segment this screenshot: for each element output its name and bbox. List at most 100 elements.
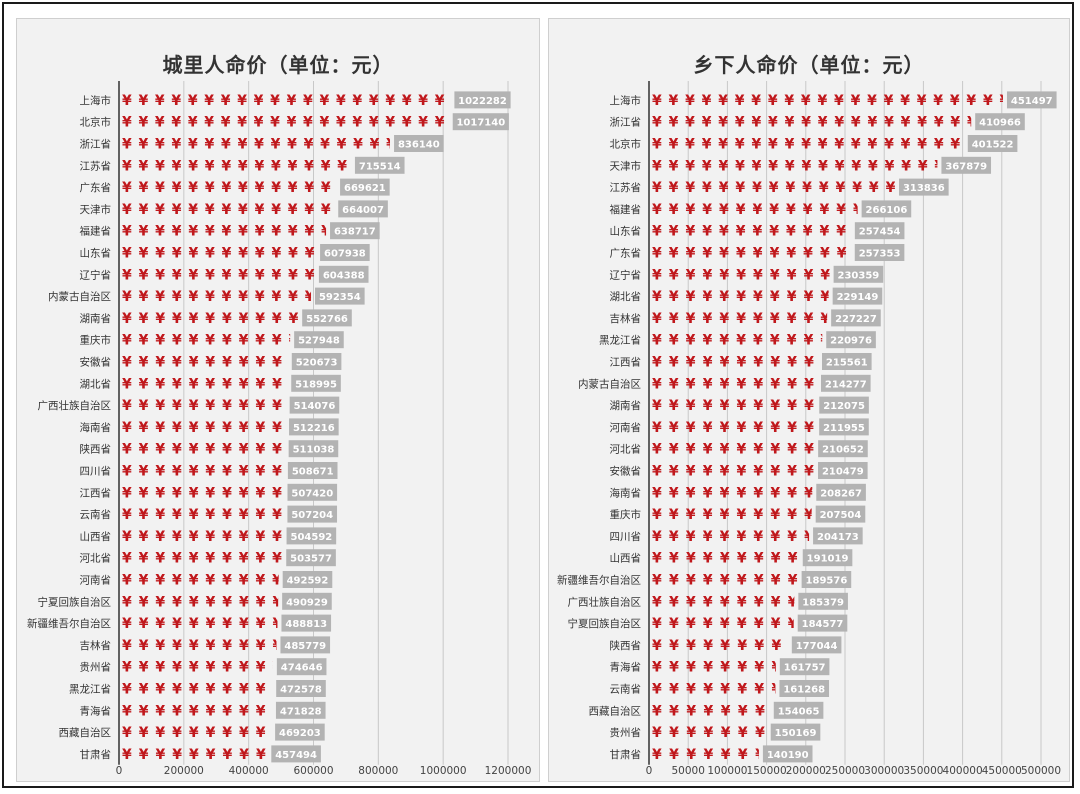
- x-tick-label: 200000: [786, 765, 826, 777]
- bar-symbols: ¥¥¥¥¥¥¥¥¥¥¥¥¥¥: [652, 224, 880, 240]
- category-label: 山东省: [80, 247, 112, 260]
- value-label-box: [318, 265, 369, 283]
- value-label-box: [816, 483, 866, 501]
- value-label-box: [802, 549, 853, 567]
- bar-symbols: ¥¥¥¥¥¥¥¥¥¥¥¥¥¥¥¥¥¥¥¥¥¥¥: [652, 93, 1026, 109]
- bar-symbols: ¥¥¥¥¥¥¥¥: [652, 747, 782, 763]
- bar: ¥¥¥¥¥¥¥¥¥¥¥: [652, 398, 815, 414]
- value-label-box: [819, 396, 869, 414]
- value-label-box: [291, 374, 341, 392]
- value-label: 410966: [979, 118, 1021, 129]
- x-tick-label: 350000: [903, 765, 943, 777]
- bar: ¥¥¥¥¥¥¥¥¥¥¥¥¥¥¥¥¥: [122, 311, 298, 327]
- bar: ¥¥¥¥¥¥¥¥¥¥¥¥: [652, 333, 847, 349]
- category-label: 山西省: [610, 552, 642, 565]
- value-label: 507204: [291, 510, 333, 521]
- category-label: 新疆维吾尔自治区: [27, 617, 111, 630]
- bar-symbols: ¥¥¥¥¥¥¥¥¥¥¥¥¥¥: [122, 747, 350, 763]
- bar-symbols: ¥¥¥¥¥¥¥¥¥¥¥¥¥¥¥¥¥¥¥: [122, 267, 431, 283]
- value-label-box: [320, 244, 370, 261]
- bar: ¥¥¥¥¥¥¥¥: [652, 703, 770, 719]
- value-label-box: [818, 462, 868, 479]
- category-label: 内蒙古自治区: [578, 377, 641, 390]
- x-tick-label: 50000: [671, 765, 704, 777]
- bar: ¥¥¥¥¥¥¥¥¥¥¥¥¥¥: [652, 202, 880, 218]
- value-label-box: [854, 244, 905, 261]
- category-label: 江苏省: [610, 181, 642, 194]
- category-label: 河北省: [610, 443, 642, 456]
- bar-symbols: ¥¥¥¥¥¥¥¥¥¥¥¥: [652, 289, 847, 305]
- category-label: 吉林省: [80, 639, 112, 652]
- category-label: 四川省: [80, 465, 112, 478]
- category-label: 甘肃省: [610, 748, 642, 761]
- category-label: 海南省: [80, 421, 112, 434]
- value-label-box: [287, 462, 338, 479]
- category-label: 福建省: [80, 225, 112, 238]
- bar: ¥¥¥¥¥¥¥¥¥¥: [652, 616, 794, 632]
- value-label-box: [975, 113, 1025, 131]
- category-label: 西藏自治区: [59, 726, 112, 739]
- value-label-box: [797, 614, 848, 632]
- bar-symbols: ¥¥¥¥¥¥¥¥¥¥¥¥: [652, 333, 847, 349]
- chart-panel-urban: 城里人命价（单位：元） 0 200000 400000 600000 800000 100…: [16, 18, 540, 782]
- value-label-box: [340, 178, 390, 196]
- bar-symbols: ¥¥¥¥¥¥¥¥¥¥¥: [652, 485, 831, 501]
- bar: ¥¥¥¥¥¥¥¥¥¥¥¥¥¥¥¥: [122, 420, 285, 436]
- bar: ¥¥¥¥¥¥¥¥¥¥¥¥¥¥¥¥¥¥¥¥¥: [652, 137, 994, 153]
- bar-symbols: ¥¥¥¥¥¥¥¥¥¥¥¥¥¥¥¥¥¥¥¥¥¥¥¥¥¥: [122, 137, 541, 153]
- value-label-box: [282, 571, 333, 588]
- bar: ¥¥¥¥¥¥¥¥¥¥¥¥¥¥¥: [122, 682, 272, 698]
- value-label-box: [289, 396, 340, 414]
- value-label: 836140: [398, 140, 440, 151]
- bar: ¥¥¥¥¥¥¥¥¥¥¥¥¥¥¥¥: [122, 376, 287, 392]
- category-label: 海南省: [610, 486, 642, 499]
- value-label: 514076: [294, 401, 336, 412]
- value-label-box: [280, 636, 331, 654]
- value-label: 204173: [817, 532, 859, 543]
- bar: ¥¥¥¥¥¥¥¥¥¥¥: [652, 507, 812, 523]
- chart-rural: 0 50000 100000 150000 200000 250000 300000 3500…: [557, 81, 1061, 777]
- x-tick-label: 150000: [747, 765, 787, 777]
- bar-symbols: ¥¥¥¥¥¥¥¥¥¥¥¥¥¥¥¥¥¥¥¥¥: [652, 137, 994, 153]
- category-label: 青海省: [610, 661, 642, 674]
- bar: ¥¥¥¥¥¥¥¥¥¥¥¥¥¥¥¥: [122, 529, 283, 545]
- bar-symbols: ¥¥¥¥¥¥¥¥¥¥: [652, 573, 815, 589]
- category-label: 辽宁省: [80, 268, 112, 281]
- value-label: 508671: [292, 467, 334, 478]
- category-label: 广东省: [610, 247, 642, 260]
- bar: ¥¥¥¥¥¥¥¥¥¥¥¥¥¥¥¥¥¥¥¥¥: [652, 115, 971, 131]
- category-label: 青海省: [80, 704, 112, 717]
- value-label: 215561: [826, 358, 868, 369]
- bar-symbols: ¥¥¥¥¥¥¥¥¥¥¥: [652, 464, 831, 480]
- value-label: 512216: [293, 423, 335, 434]
- bar: ¥¥¥¥¥¥¥¥¥¥¥¥¥¥¥¥¥¥¥¥¥¥: [122, 158, 351, 174]
- chart-panel-rural: 乡下人命价（单位：元） 0 50000 100000 150000 200000 2500…: [548, 18, 1070, 782]
- value-label-box: [289, 418, 339, 436]
- value-label: 471828: [280, 706, 322, 717]
- bar-symbols: ¥¥¥¥¥¥¥¥¥¥¥¥¥¥¥¥¥¥¥: [652, 158, 961, 174]
- bar-symbols: ¥¥¥¥¥¥¥¥¥¥¥¥¥¥¥¥¥¥¥¥: [122, 224, 447, 240]
- value-label: 451497: [1011, 96, 1053, 107]
- value-label: 185379: [802, 597, 844, 608]
- bar: ¥¥¥¥¥¥¥¥¥¥: [652, 594, 794, 610]
- bar-symbols: ¥¥¥¥¥¥¥¥¥¥¥¥¥¥: [652, 202, 880, 218]
- bar: ¥¥¥¥¥¥¥¥¥: [652, 660, 776, 676]
- bar: ¥¥¥¥¥¥¥¥¥¥¥¥¥¥¥¥: [122, 573, 279, 589]
- value-label: 469203: [279, 728, 321, 739]
- value-label-box: [281, 614, 332, 632]
- bar: ¥¥¥¥¥¥¥¥¥¥¥¥¥¥¥¥¥¥¥¥¥¥¥¥¥¥¥¥¥¥¥¥: [122, 93, 450, 109]
- x-tick-label: 400000: [943, 765, 983, 777]
- category-label: 河北省: [80, 552, 112, 565]
- bar: ¥¥¥¥¥¥¥¥: [652, 747, 782, 763]
- value-label: 210652: [822, 445, 864, 456]
- value-label-box: [276, 680, 326, 697]
- bar: ¥¥¥¥¥¥¥¥¥¥: [652, 573, 815, 589]
- bar-symbols: ¥¥¥¥¥¥¥¥¥¥¥: [652, 442, 831, 458]
- value-label-box: [275, 701, 326, 719]
- value-label-box: [801, 571, 852, 588]
- value-label-box: [819, 418, 869, 436]
- value-label: 552766: [306, 314, 348, 325]
- bar: ¥¥¥¥¥¥¥¥¥¥¥¥¥¥¥¥¥¥¥¥¥: [122, 180, 336, 196]
- value-label: 189576: [806, 576, 848, 587]
- category-label: 陕西省: [610, 639, 642, 652]
